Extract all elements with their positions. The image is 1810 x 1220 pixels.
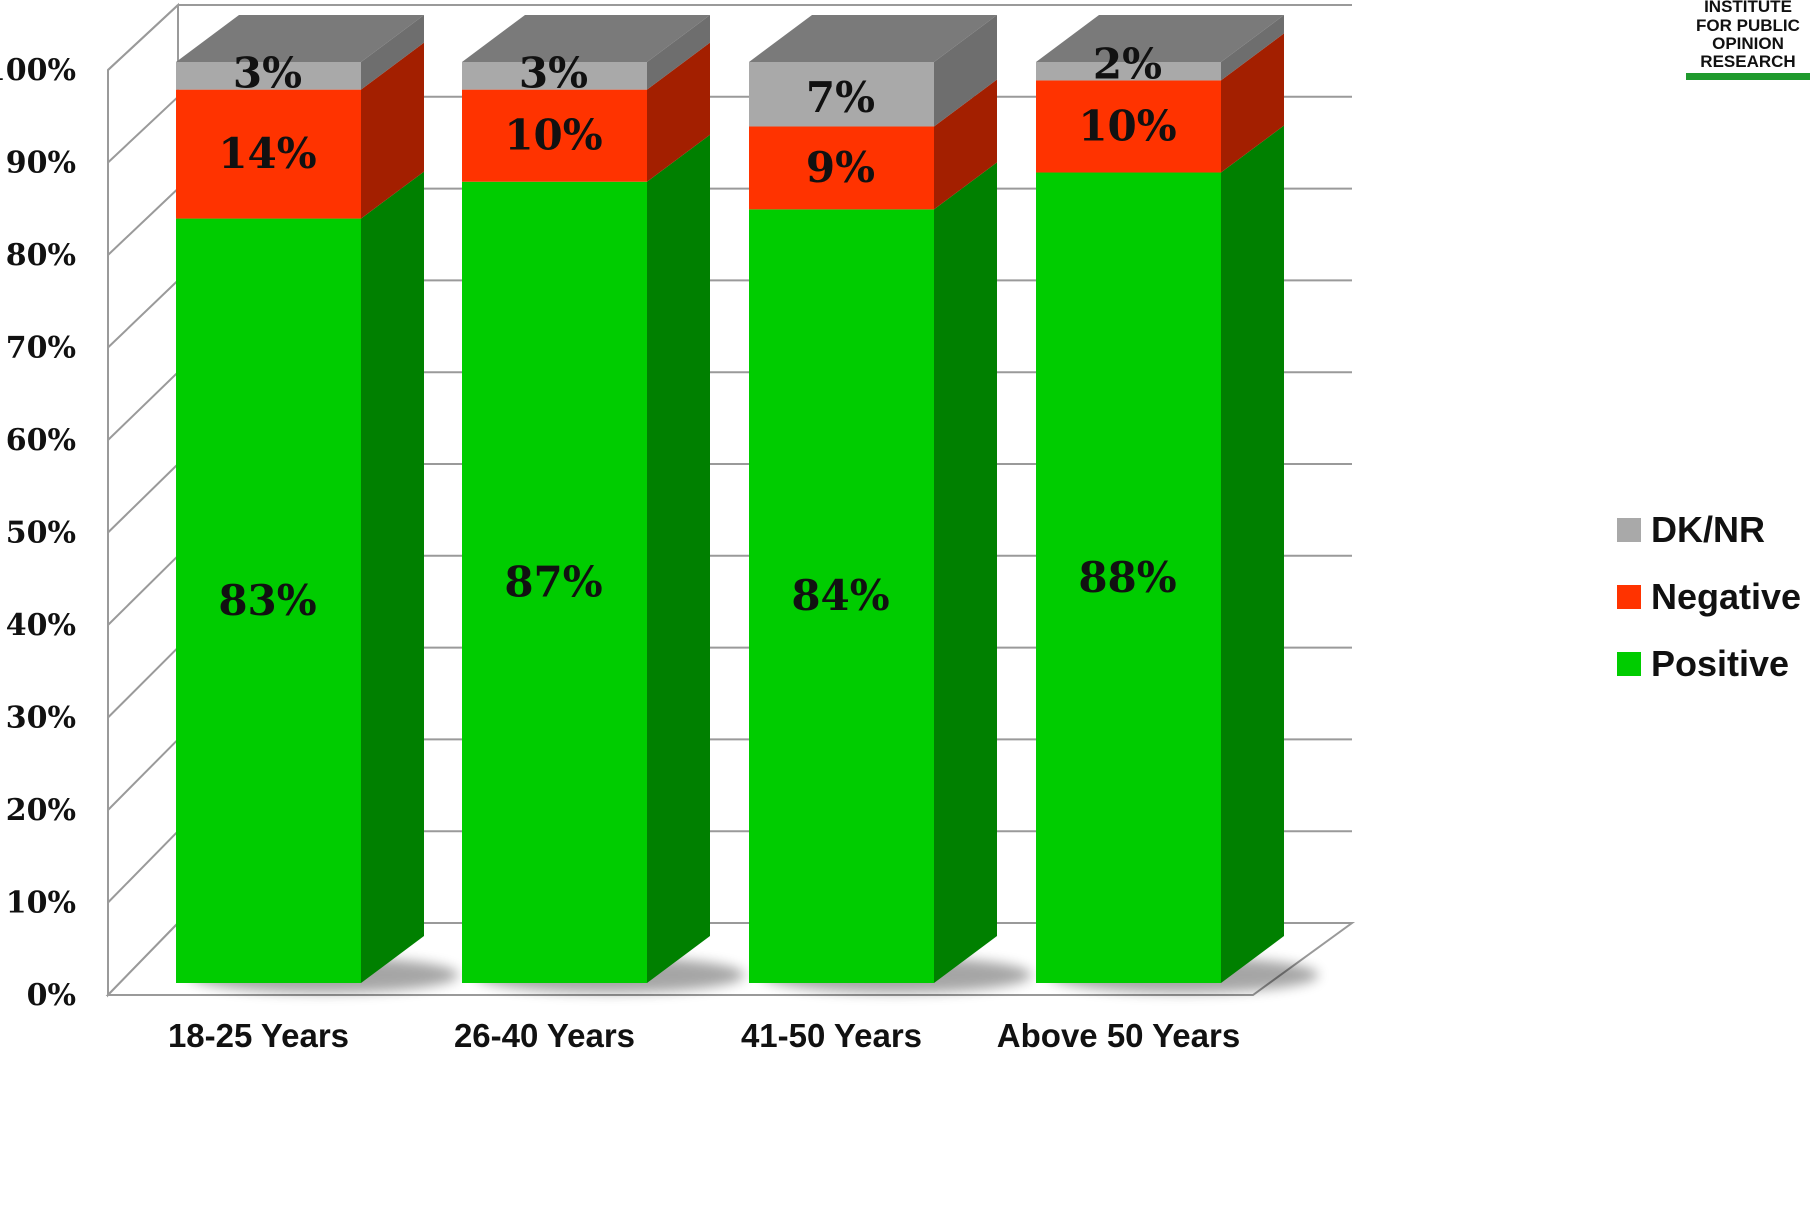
y-tick-label: 40% xyxy=(6,608,76,643)
y-tick-label: 90% xyxy=(6,146,76,181)
bar-26-40-years-dk-nr xyxy=(462,62,647,90)
bar-26-40-years-positive xyxy=(462,181,647,984)
bar-18-25-years-negative xyxy=(176,89,361,219)
gridline-depth xyxy=(107,279,179,349)
data-label-above-50-years-positive: 88% xyxy=(1078,553,1176,602)
bar-above-50-years-positive xyxy=(1036,172,1221,983)
data-label-26-40-years-negative: 10% xyxy=(504,111,602,160)
y-tick-label: 50% xyxy=(6,516,76,551)
y-tick-label: 0% xyxy=(27,978,76,1013)
bar-41-50-years-positive xyxy=(749,209,934,984)
bar-26-40-years-dk-nr-top xyxy=(462,15,710,62)
y-tick-label: 100% xyxy=(0,53,76,88)
logo-line-1: INSTITUTE xyxy=(1704,0,1792,16)
logo-line-3: OPINION xyxy=(1712,34,1784,53)
bar-26-40-years-negative-side xyxy=(647,42,710,182)
bar-41-50-years-positive-side xyxy=(934,162,997,984)
y-tick-label: 20% xyxy=(6,793,76,828)
x-axis-ticks: 18-25 Years 26-40 Years 41-50 Years Above 5… xyxy=(168,1017,1240,1054)
x-tick-label: 41-50 Years xyxy=(741,1017,922,1054)
y-tick-label: 70% xyxy=(6,331,76,366)
bar-18-25-years-positive xyxy=(176,218,361,983)
y-tick-label: 80% xyxy=(6,238,76,273)
data-label-26-40-years-positive: 87% xyxy=(504,557,602,606)
x-tick-label: Above 50 Years xyxy=(997,1017,1240,1054)
legend-swatch-dk-nr xyxy=(1617,518,1641,542)
data-label-18-25-years-negative: 14% xyxy=(218,129,316,178)
y-tick-label: 60% xyxy=(6,423,76,458)
x-tick-label: 26-40 Years xyxy=(454,1017,635,1054)
x-tick-label: 18-25 Years xyxy=(168,1017,349,1054)
logo-line-2: FOR PUBLIC xyxy=(1696,16,1800,35)
bar-26-40-years-dk-nr-side xyxy=(647,15,710,90)
y-axis-ticks: 0% 10% 20% 30% 40% 50% 60% 70% 80% 90% 100% xyxy=(0,53,76,1013)
bar-41-50-years-negative xyxy=(749,126,934,210)
legend: DK/NR Negative Positive xyxy=(1617,509,1801,684)
gridline-depth xyxy=(107,371,179,441)
bar-41-50-years-dk-nr-top xyxy=(749,15,997,62)
gridline-depth xyxy=(107,463,179,534)
bars xyxy=(176,15,1284,984)
data-label-18-25-years-positive: 83% xyxy=(218,576,316,625)
bar-18-25-years-dk-nr-top xyxy=(176,15,424,62)
data-label-above-50-years-dk-nr: 2% xyxy=(1093,39,1162,88)
bar-above-50-years-positive-side xyxy=(1221,125,1284,983)
logo: INSTITUTE FOR PUBLIC OPINION RESEARCH xyxy=(1686,0,1810,80)
legend-label-positive: Positive xyxy=(1651,643,1789,684)
logo-line-4: RESEARCH xyxy=(1700,52,1795,71)
y-tick-label: 10% xyxy=(6,886,76,921)
gridline-depth xyxy=(107,738,179,811)
data-label-26-40-years-dk-nr: 3% xyxy=(519,49,588,98)
bar-above-50-years-dk-nr xyxy=(1036,62,1221,81)
bar-41-50-years-dk-nr xyxy=(749,62,934,127)
bar-26-40-years-positive-side xyxy=(647,134,710,984)
gridline-depth xyxy=(107,830,179,904)
bar-above-50-years-negative xyxy=(1036,80,1221,173)
gridline-depth xyxy=(107,96,179,164)
data-label-18-25-years-dk-nr: 3% xyxy=(233,49,302,98)
bar-18-25-years-dk-nr xyxy=(176,62,361,90)
legend-label-negative: Negative xyxy=(1651,576,1801,617)
bar-18-25-years-negative-side xyxy=(361,42,424,219)
data-label-41-50-years-positive: 84% xyxy=(791,571,889,620)
bar-above-50-years-negative-side xyxy=(1221,33,1284,173)
bar-18-25-years-dk-nr-side xyxy=(361,15,424,90)
bar-41-50-years-dk-nr-side xyxy=(934,15,997,127)
legend-label-dk-nr: DK/NR xyxy=(1651,509,1765,550)
logo-underline xyxy=(1686,73,1810,80)
bar-26-40-years-negative xyxy=(462,89,647,182)
data-label-41-50-years-dk-nr: 7% xyxy=(806,73,875,122)
data-label-above-50-years-negative: 10% xyxy=(1078,101,1176,150)
gridline-depth xyxy=(107,646,179,719)
bar-above-50-years-dk-nr-side xyxy=(1221,15,1284,81)
bar-18-25-years-positive-side xyxy=(361,171,424,983)
bar-above-50-years-dk-nr-top xyxy=(1036,15,1284,62)
data-label-41-50-years-negative: 9% xyxy=(806,143,875,192)
bar-41-50-years-negative-side xyxy=(934,79,997,210)
legend-swatch-negative xyxy=(1617,585,1641,609)
data-labels: 83% 14% 3% 87% 10% 3% 84% 9% 7% 88% 10% 2% xyxy=(218,39,1176,624)
gridline-depth xyxy=(107,187,179,256)
legend-swatch-positive xyxy=(1617,652,1641,676)
gridline-depth xyxy=(107,4,179,71)
gridline-depth xyxy=(107,555,179,626)
y-tick-label: 30% xyxy=(6,701,76,736)
